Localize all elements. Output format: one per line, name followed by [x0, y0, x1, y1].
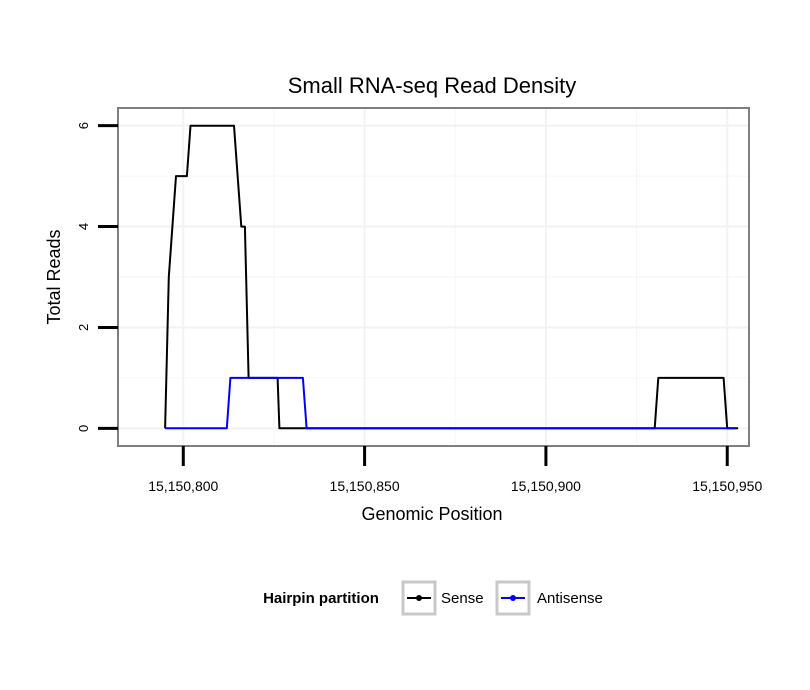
legend-label-antisense: Antisense: [537, 590, 603, 607]
plot-border: [117, 107, 750, 447]
y-tick-label: 6: [76, 122, 91, 129]
x-tick-label: 15,150,850: [330, 478, 400, 494]
x-tick-label: 15,150,900: [511, 478, 581, 494]
y-tick-label: 2: [76, 324, 91, 331]
legend-label-sense: Sense: [441, 590, 484, 607]
y-axis-label: Total Reads: [44, 229, 64, 324]
y-axis: 0 2 4 6: [76, 122, 118, 432]
series-line-antisense: [165, 376, 735, 430]
x-axis: 15,150,800 15,150,850 15,150,900 15,150,950: [148, 446, 762, 494]
x-axis-label: Genomic Position: [361, 504, 502, 524]
series-line-sense: [164, 124, 739, 430]
x-tick-label: 15,150,800: [148, 478, 218, 494]
legend: Hairpin partition Sense Antisense: [263, 580, 603, 616]
legend-marker-sense: [416, 595, 422, 601]
legend-marker-antisense: [510, 595, 516, 601]
series-layer: [164, 124, 739, 430]
chart-title: Small RNA-seq Read Density: [288, 73, 577, 98]
legend-title: Hairpin partition: [263, 590, 379, 607]
y-tick-label: 4: [76, 223, 91, 230]
y-tick-label: 0: [76, 425, 91, 432]
x-tick-label: 15,150,950: [692, 478, 762, 494]
